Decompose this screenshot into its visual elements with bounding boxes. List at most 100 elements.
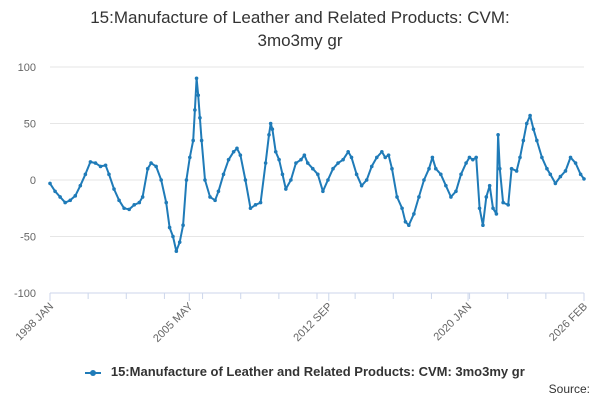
x-tick-label: 2005 MAY bbox=[151, 300, 196, 345]
data-point bbox=[112, 187, 116, 191]
data-point bbox=[302, 153, 307, 157]
data-point bbox=[73, 194, 78, 198]
data-point bbox=[369, 164, 374, 169]
data-point bbox=[231, 149, 236, 154]
data-point bbox=[243, 178, 248, 182]
data-point bbox=[216, 189, 221, 194]
data-point bbox=[149, 161, 153, 165]
data-point bbox=[194, 76, 199, 81]
data-point bbox=[326, 178, 330, 182]
data-point bbox=[284, 187, 288, 191]
data-point bbox=[88, 160, 93, 164]
chart-title-line-1: 15:Manufacture of Leather and Related Pr… bbox=[90, 8, 510, 27]
chart-title-line-2: 3mo3my gr bbox=[257, 31, 343, 50]
x-tick-label: 2020 JAN bbox=[432, 301, 475, 344]
data-point bbox=[491, 206, 495, 211]
data-point bbox=[196, 93, 201, 98]
data-point bbox=[68, 198, 73, 203]
y-tick-label: 100 bbox=[18, 62, 36, 74]
data-point bbox=[316, 172, 320, 177]
data-point bbox=[390, 166, 394, 171]
data-point bbox=[400, 206, 404, 211]
data-point bbox=[471, 157, 475, 162]
data-point bbox=[177, 240, 182, 244]
data-point bbox=[93, 161, 98, 165]
data-point bbox=[321, 189, 325, 194]
data-point bbox=[267, 133, 271, 137]
data-point bbox=[417, 195, 421, 199]
data-point bbox=[221, 172, 226, 177]
data-point bbox=[181, 223, 185, 227]
data-point bbox=[573, 161, 578, 165]
data-point bbox=[137, 200, 142, 205]
data-point bbox=[548, 172, 553, 177]
data-point bbox=[127, 207, 131, 212]
data-point bbox=[305, 161, 310, 165]
data-point bbox=[253, 203, 258, 207]
data-point bbox=[199, 138, 204, 143]
data-point bbox=[122, 206, 126, 211]
data-point bbox=[171, 234, 175, 239]
data-point bbox=[558, 174, 563, 179]
data-point bbox=[184, 178, 189, 182]
data-point bbox=[444, 183, 448, 188]
data-point bbox=[299, 157, 303, 162]
data-point bbox=[159, 178, 163, 182]
data-point bbox=[364, 178, 369, 182]
legend[interactable]: 15:Manufacture of Leather and Related Pr… bbox=[55, 364, 555, 379]
data-point bbox=[277, 157, 281, 162]
data-point bbox=[375, 155, 379, 160]
data-point bbox=[359, 183, 364, 188]
data-point bbox=[521, 138, 526, 143]
data-point bbox=[294, 161, 298, 165]
data-point bbox=[582, 177, 586, 181]
data-point bbox=[258, 200, 263, 205]
data-point bbox=[203, 178, 207, 182]
data-point bbox=[188, 155, 192, 160]
data-point bbox=[422, 178, 426, 182]
data-point bbox=[433, 166, 438, 171]
data-point bbox=[280, 172, 285, 177]
data-point bbox=[497, 166, 502, 171]
data-point bbox=[506, 203, 510, 207]
data-point bbox=[524, 121, 529, 126]
data-point bbox=[117, 198, 121, 203]
data-point bbox=[578, 172, 583, 177]
data-point bbox=[380, 149, 384, 154]
data-point bbox=[477, 206, 482, 211]
data-point bbox=[407, 223, 411, 227]
data-point bbox=[289, 178, 293, 182]
data-point bbox=[494, 212, 499, 216]
data-point bbox=[167, 225, 172, 230]
data-point bbox=[454, 189, 458, 194]
data-point bbox=[467, 155, 472, 160]
x-tick-label: 1998 JAN bbox=[13, 301, 56, 344]
data-point bbox=[568, 155, 573, 160]
data-point bbox=[48, 181, 52, 186]
data-point bbox=[103, 163, 108, 168]
data-point bbox=[341, 157, 345, 162]
data-point bbox=[459, 172, 463, 177]
data-point bbox=[140, 195, 145, 199]
data-point bbox=[58, 195, 62, 199]
chart-title: 15:Manufacture of Leather and Related Pr… bbox=[0, 6, 600, 52]
data-point bbox=[310, 166, 315, 171]
data-point bbox=[263, 161, 268, 165]
y-tick-label: -50 bbox=[20, 232, 36, 244]
data-point bbox=[346, 149, 350, 154]
data-point bbox=[132, 203, 137, 207]
data-point bbox=[174, 249, 179, 253]
data-point bbox=[248, 206, 253, 211]
data-point bbox=[412, 212, 416, 216]
data-point bbox=[514, 169, 519, 173]
legend-series-label: 15:Manufacture of Leather and Related Pr… bbox=[110, 364, 525, 379]
data-point bbox=[78, 183, 83, 188]
legend-line-marker-icon bbox=[85, 368, 102, 378]
data-point bbox=[403, 220, 408, 224]
data-point bbox=[331, 166, 335, 171]
data-point bbox=[439, 172, 443, 177]
data-point bbox=[563, 169, 568, 173]
data-point bbox=[63, 200, 67, 205]
data-point bbox=[481, 223, 485, 227]
